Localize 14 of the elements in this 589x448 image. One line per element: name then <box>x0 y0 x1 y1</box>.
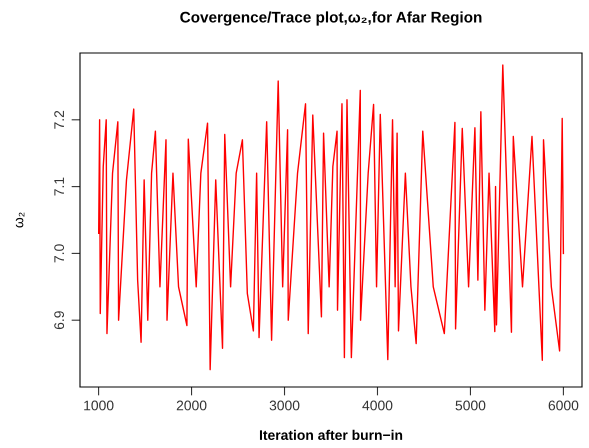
chart-title: Covergence/Trace plot,ω₂,for Afar Region <box>180 11 482 26</box>
y-tick-label: 7.1 <box>54 178 64 196</box>
y-tick-label: 7.0 <box>54 244 64 262</box>
x-tick-label: 6000 <box>548 400 578 410</box>
y-tick-label: 7.2 <box>54 110 64 129</box>
y-tick-label: 6.9 <box>54 311 64 330</box>
x-tick-label: 2000 <box>176 400 206 410</box>
line-series <box>98 64 564 370</box>
x-tick-label: 3000 <box>270 400 300 410</box>
x-tick-label: 5000 <box>456 400 486 410</box>
y-axis-title: ω₂ <box>16 212 24 228</box>
x-axis-title: Iteration after burn−in <box>260 430 402 440</box>
x-tick-label: 4000 <box>362 400 392 410</box>
x-tick-label: 1000 <box>84 400 114 410</box>
